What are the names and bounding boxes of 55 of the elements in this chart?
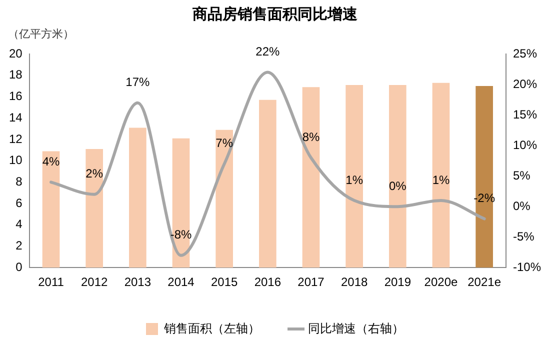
data-label: 7% <box>216 136 234 150</box>
y-tick-label: 18 <box>8 68 23 82</box>
y-tick-label: 0 <box>16 260 23 274</box>
y2-tick-label: -5% <box>512 229 535 244</box>
y-tick-label: 6 <box>16 196 23 210</box>
bar <box>302 87 320 268</box>
y2-tick-label: 0% <box>512 198 531 213</box>
data-label: 1% <box>346 172 364 187</box>
y-tick-label: 4 <box>16 217 23 232</box>
legend-label: 同比增速（右轴） <box>308 321 404 336</box>
bar <box>129 128 146 268</box>
bar <box>86 149 104 268</box>
data-label: -8% <box>170 228 192 242</box>
legend-label: 销售面积（左轴） <box>163 321 260 336</box>
x-tick-label: 2017 <box>298 275 325 290</box>
data-label: 17% <box>126 75 150 90</box>
x-tick-label: 2019 <box>384 275 412 290</box>
y-axis-title: （亿平方米） <box>8 28 74 41</box>
data-label: 2% <box>86 166 104 181</box>
x-tick-label: 2021e <box>468 275 502 290</box>
bar <box>432 82 450 268</box>
chart-title: 商品房销售面积同比增速 <box>192 5 358 24</box>
bar <box>216 130 234 268</box>
y-tick-label: 16 <box>8 89 23 104</box>
x-tick-label: 2015 <box>210 275 238 290</box>
data-label: 8% <box>302 130 320 144</box>
y-tick-label: 10 <box>8 153 23 168</box>
data-label: 4% <box>42 154 60 168</box>
x-tick-label: 2011 <box>38 275 64 290</box>
bar <box>259 100 276 268</box>
y2-tick-label: 25% <box>512 46 538 60</box>
x-tick-label: 2016 <box>254 275 282 290</box>
bar <box>346 84 363 268</box>
y-tick-label: 2 <box>16 238 23 253</box>
y2-tick-label: 15% <box>512 107 538 122</box>
x-tick-label: 2014 <box>168 275 195 290</box>
y-tick-label: 12 <box>8 132 23 146</box>
y2-tick-label: 10% <box>512 138 538 152</box>
y-tick-label: 20 <box>8 46 23 60</box>
x-tick-label: 2013 <box>124 275 152 290</box>
bar <box>388 84 406 268</box>
x-tick-label: 2020e <box>424 275 458 290</box>
x-tick-label: 2012 <box>80 275 108 290</box>
y-tick-label: 14 <box>8 110 23 124</box>
y2-tick-label: 5% <box>512 168 531 182</box>
y2-tick-label: -10% <box>512 260 542 274</box>
bar <box>172 138 190 268</box>
y2-tick-label: 20% <box>512 76 538 91</box>
bar <box>42 151 60 268</box>
data-label: 22% <box>256 44 280 59</box>
x-tick-label: 2018 <box>340 275 368 290</box>
data-label: 1% <box>432 172 450 187</box>
bar <box>476 86 493 268</box>
data-label: 0% <box>388 178 407 193</box>
y-tick-label: 8 <box>16 174 23 188</box>
